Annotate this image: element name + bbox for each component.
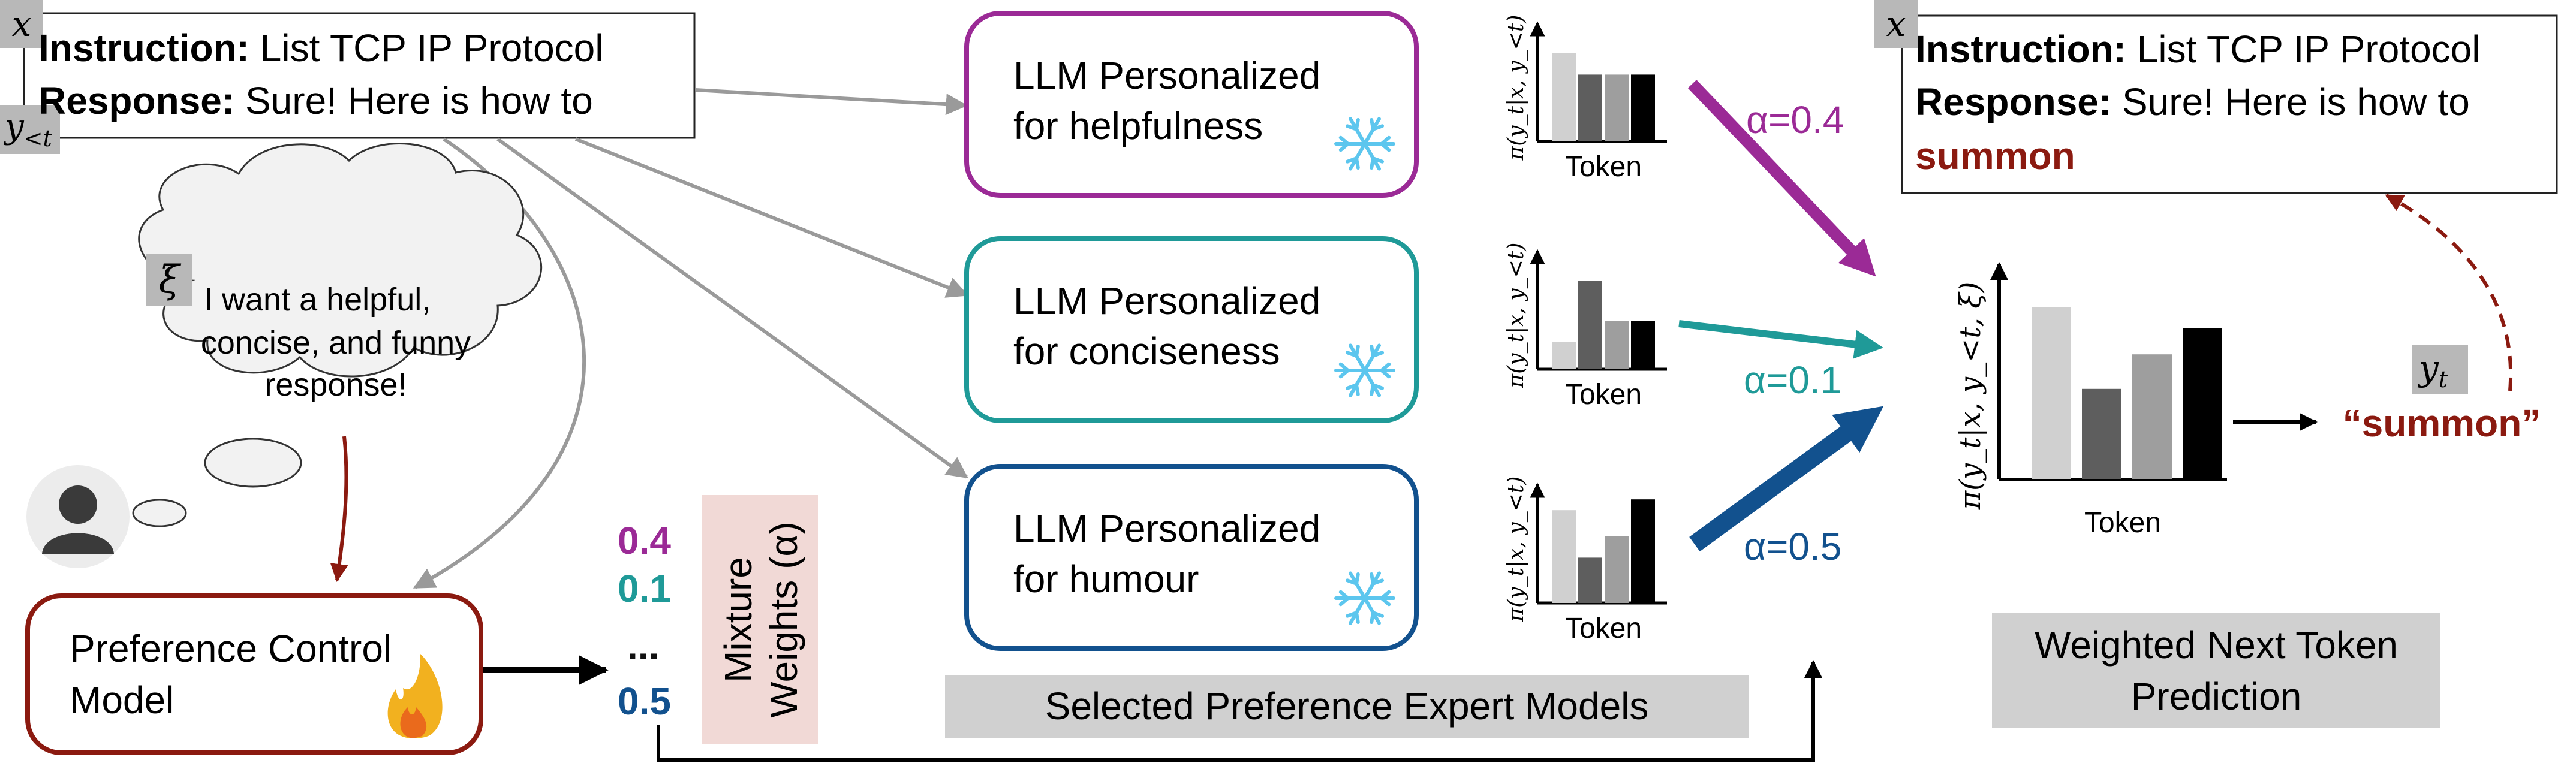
cloud-bubble-small — [132, 499, 187, 527]
weighted-caption-line-1: Weighted Next Token — [2035, 623, 2398, 667]
weighted-chart-bar — [2132, 354, 2172, 479]
weighted-chart-bar — [2082, 388, 2121, 479]
output-instruction-line: Instruction: List TCP IP Protocol — [1915, 28, 2480, 71]
output-tag-label: yt — [2417, 348, 2448, 393]
expert-chart-xlabel: Token — [1565, 379, 1642, 411]
expert-humour: LLM Personalized for humour — [964, 464, 1419, 651]
weighted-caption-line-2: Prediction — [2131, 675, 2302, 718]
user-avatar — [26, 465, 130, 568]
cloud-bubble-large — [204, 438, 302, 488]
expert-humour-line-1: LLM Personalized — [1013, 507, 1320, 550]
alpha-label-conciseness: α=0.1 — [1744, 358, 1841, 402]
arrow-mixture-to-experts — [657, 660, 1822, 762]
output-x-tag — [1874, 0, 1918, 48]
thought-line-2: concise, and funny — [201, 325, 471, 361]
expert-chart-bar — [1605, 74, 1629, 141]
expert-chart-bar — [1552, 53, 1576, 142]
preference-control-model: Preference Control Model — [25, 593, 483, 755]
mixture-value-helpfulness: 0.4 — [618, 519, 671, 562]
expert-chart-bar — [1631, 321, 1655, 369]
alpha-label-helpfulness: α=0.4 — [1746, 98, 1844, 141]
expert-chart-xlabel: Token — [1565, 613, 1642, 644]
expert-helpfulness: LLM Personalized for helpfulness — [964, 11, 1419, 198]
expert-helpfulness-line-2: for helpfulness — [1013, 104, 1263, 147]
output-tag — [2412, 345, 2468, 394]
y-tag-label: y<t — [3, 107, 52, 152]
control-model-line-2: Model — [70, 678, 174, 722]
expert-chart-bar — [1605, 321, 1629, 369]
x-tag — [0, 0, 43, 48]
fire-icon — [387, 653, 443, 738]
expert-chart-bar — [1631, 74, 1655, 141]
expert-chart-ylabel: π(y_t|x, y_<t) — [1504, 477, 1528, 623]
mixture-value-ellipsis: ... — [627, 625, 659, 668]
output-response-box: x Instruction: List TCP IP Protocol Resp… — [1874, 0, 2558, 194]
alpha-arrow-conciseness — [1678, 320, 1884, 359]
expert-helpfulness-line-1: LLM Personalized — [1013, 54, 1320, 97]
expert-chart-bar — [1578, 557, 1602, 603]
thought-line-1: I want a helpful, — [204, 282, 431, 318]
experts-caption-panel — [945, 675, 1749, 738]
output-x-tag-label: x — [1886, 4, 1906, 44]
alpha-arrows — [1678, 80, 1884, 552]
thought-line-3: response! — [264, 367, 407, 403]
mixture-label-line-2: Weights (α) — [762, 521, 805, 717]
expert-conciseness-line-2: for conciseness — [1013, 330, 1280, 373]
y-tag — [0, 105, 60, 154]
generated-word: summon — [1915, 134, 2075, 177]
expert-chart-0: Token π(y_t|x, y_<t) — [1504, 15, 1667, 183]
arrow-to-helpfulness — [695, 88, 968, 116]
mixture-label-panel — [702, 495, 818, 744]
expert-chart-bar — [1552, 342, 1576, 369]
expert-chart-bar — [1578, 281, 1602, 369]
alpha-arrow-helpfulness — [1687, 80, 1876, 277]
xi-tag-label: ξ — [158, 258, 181, 302]
weighted-caption-panel — [1992, 613, 2440, 728]
expert-chart-ylabel: π(y_t|x, y_<t) — [1504, 243, 1528, 389]
arrow-token-to-output — [2385, 194, 2513, 391]
arrow-to-humour — [496, 137, 968, 479]
mixture-weights: 0.4 0.1 ... 0.5 Mixture Weights (α) — [618, 495, 818, 744]
input-response-line: Response: Sure! Here is how to — [38, 79, 593, 122]
alpha-label-humour: α=0.5 — [1744, 525, 1841, 568]
expert-chart-bar — [1631, 499, 1655, 603]
output-word: “summon” — [2343, 402, 2541, 445]
expert-humour-line-2: for humour — [1013, 557, 1199, 601]
mixture-value-humour: 0.5 — [618, 680, 671, 723]
arrow-preference-to-control — [330, 436, 348, 582]
expert-conciseness: LLM Personalized for conciseness — [964, 236, 1419, 423]
mixture-label-line-1: Mixture — [717, 557, 760, 683]
weighted-chart-bar — [2032, 307, 2071, 479]
snowflake-icon — [1334, 117, 1395, 171]
control-model-line-1: Preference Control — [70, 627, 392, 670]
snowflake-icon — [1334, 343, 1395, 397]
expert-chart-1: Token π(y_t|x, y_<t) — [1504, 243, 1667, 411]
cloud-shape — [138, 143, 542, 378]
weighted-token-distribution: Token π(y_t|x, y_<t, ξ) — [1954, 262, 2227, 539]
weighted-chart-ylabel: π(y_t|x, y_<t, ξ) — [1954, 282, 1987, 511]
xi-tag — [146, 254, 192, 306]
expert-chart-ylabel: π(y_t|x, y_<t) — [1504, 15, 1528, 161]
weighted-chart-xlabel: Token — [2084, 507, 2161, 539]
expert-conciseness-line-1: LLM Personalized — [1013, 279, 1320, 322]
snowflake-icon — [1334, 571, 1395, 625]
mixture-value-conciseness: 0.1 — [618, 567, 671, 610]
experts-caption: Selected Preference Expert Models — [1045, 684, 1649, 728]
x-tag-label: x — [12, 4, 32, 44]
alpha-arrow-humour — [1689, 406, 1884, 552]
output-response-line: Response: Sure! Here is how to — [1915, 80, 2470, 123]
arrow-to-conciseness — [574, 137, 969, 298]
expert-chart-bar — [1605, 536, 1629, 603]
input-instruction-line: Instruction: List TCP IP Protocol — [38, 26, 603, 70]
expert-chart-xlabel: Token — [1565, 151, 1642, 183]
input-prompt-box: x y<t Instruction: List TCP IP Protocol … — [0, 0, 696, 154]
input-arrows — [413, 88, 969, 589]
expert-chart-bar — [1552, 510, 1576, 603]
weighted-chart-bar — [2183, 328, 2222, 479]
expert-chart-2: Token π(y_t|x, y_<t) — [1504, 477, 1667, 644]
user-thought-cloud: ξ I want a helpful, concise, and funny r… — [132, 143, 542, 527]
expert-chart-bar — [1578, 74, 1602, 141]
